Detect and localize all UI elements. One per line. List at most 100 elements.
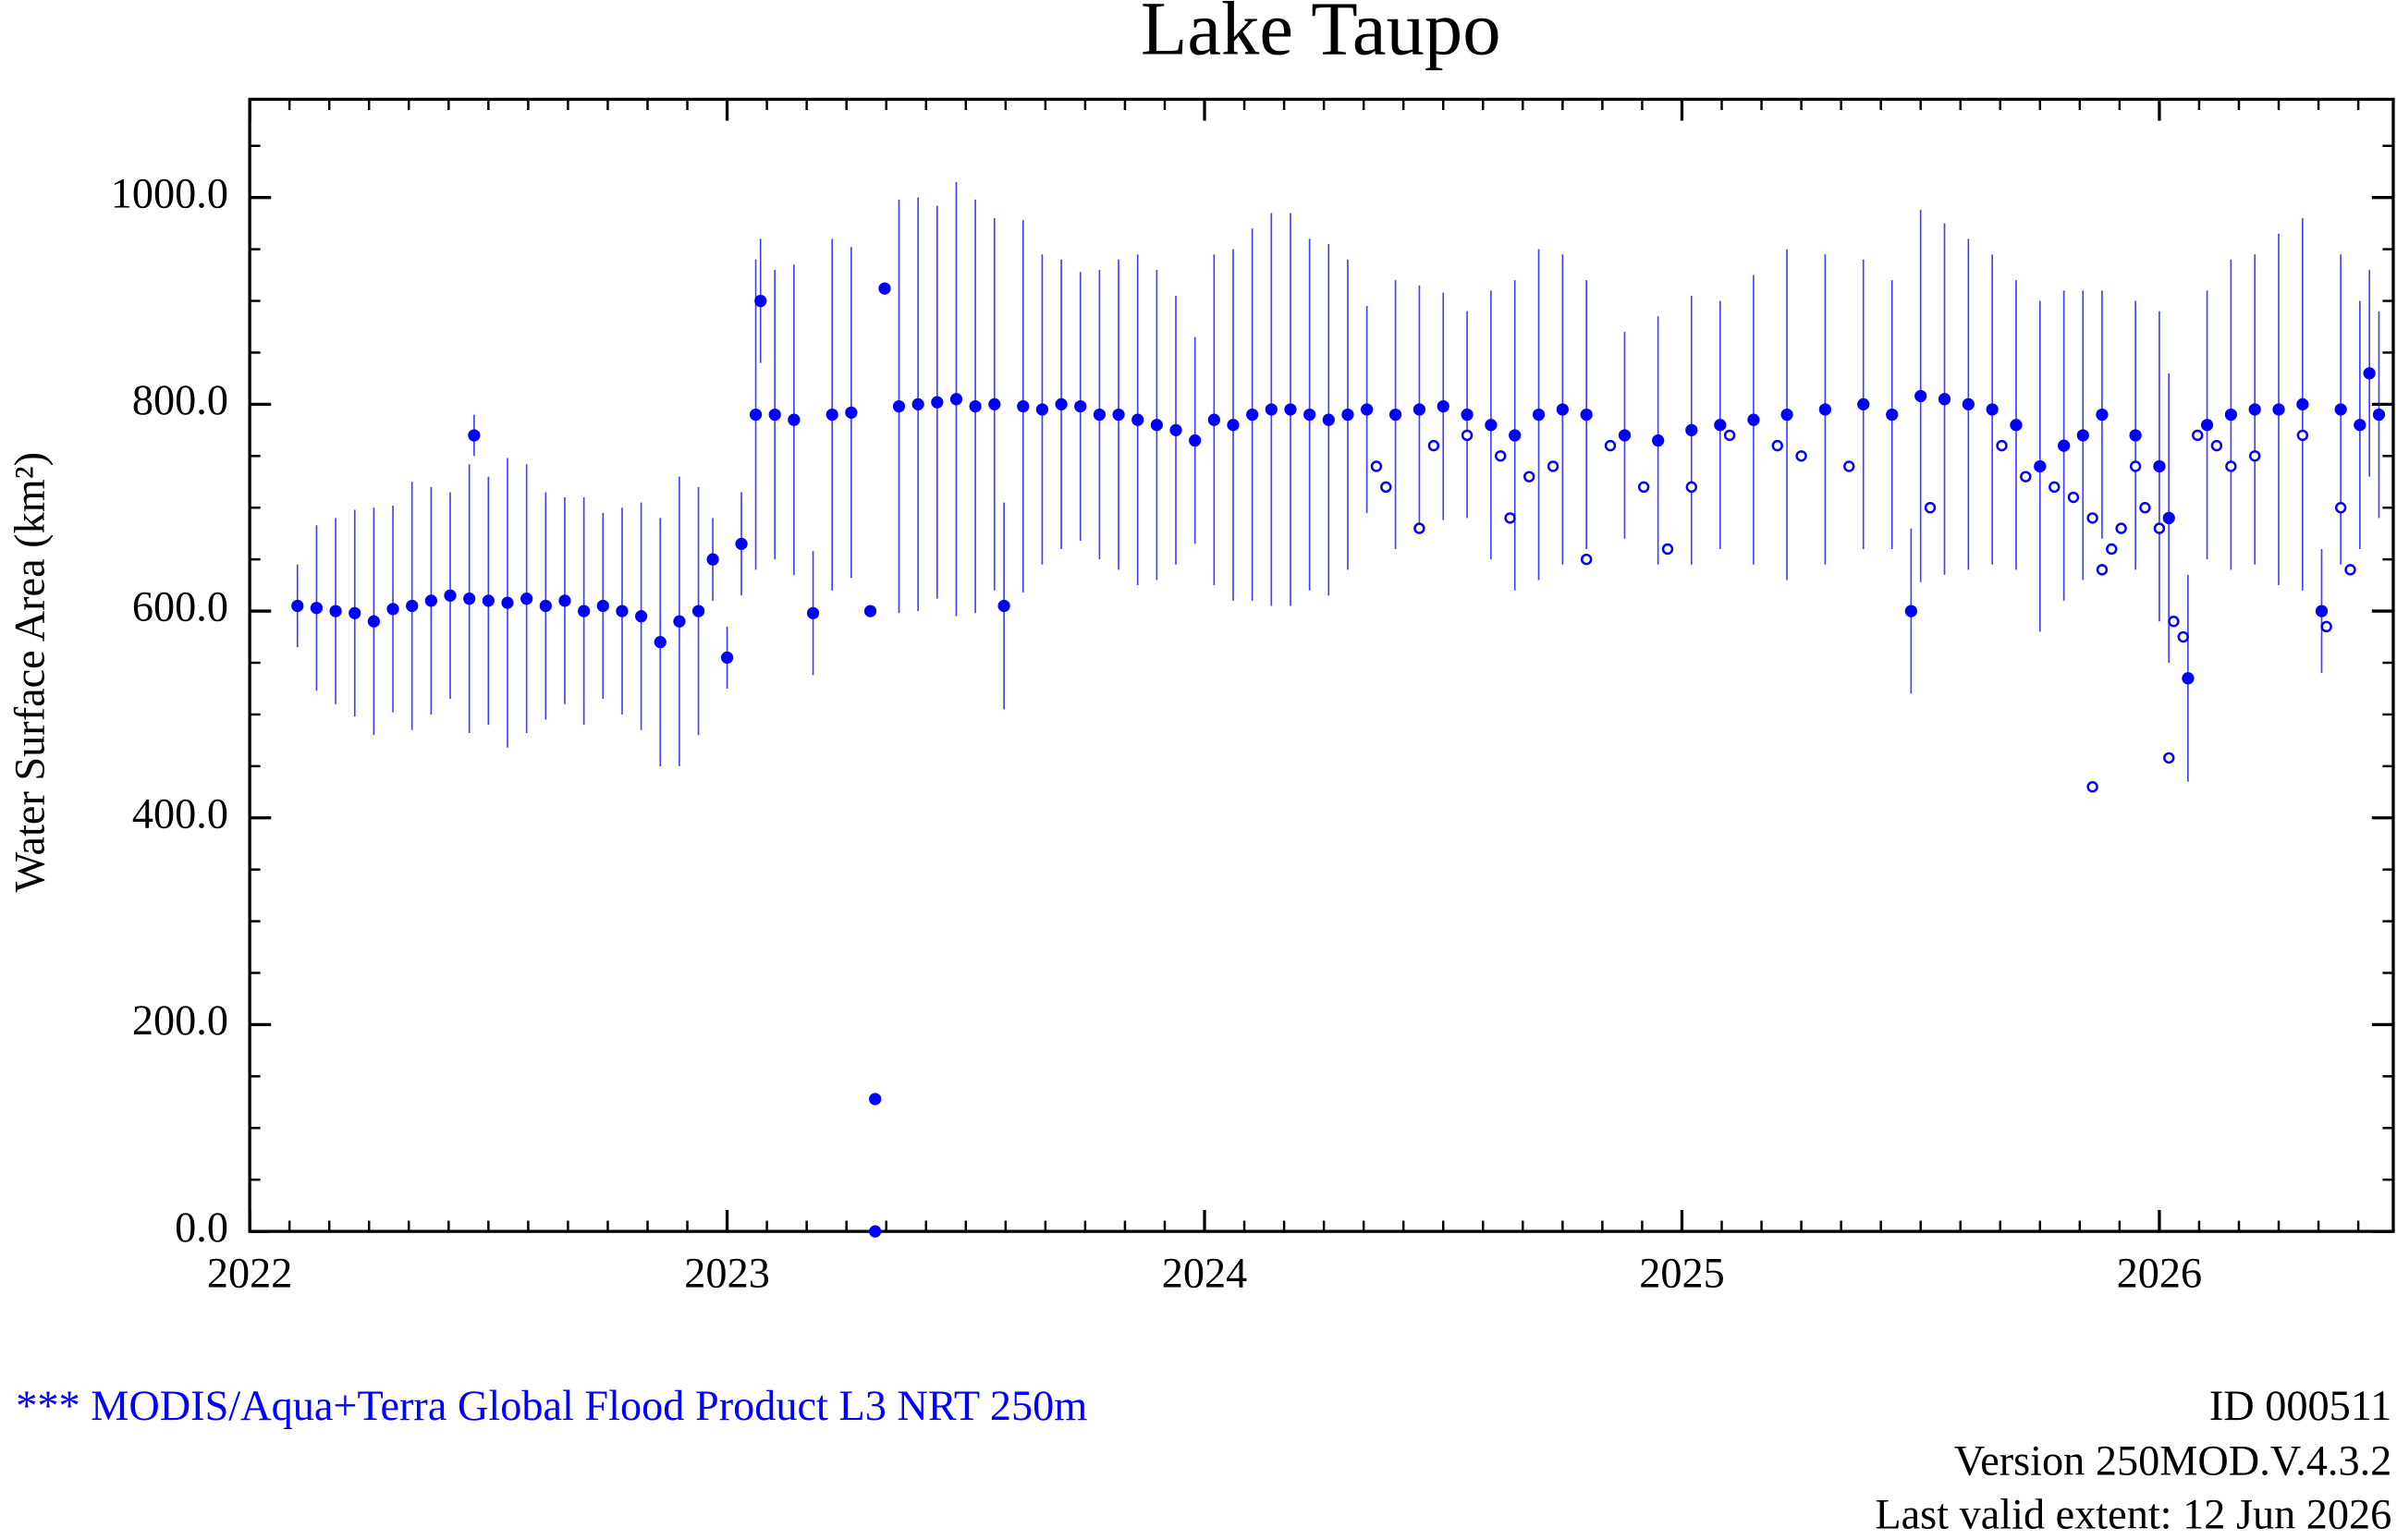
data-point [386,603,399,616]
source-note: *** MODIS/Aqua+Terra Global Flood Produc… [16,1383,1087,1430]
data-point [1771,439,1783,452]
y-tick-label: 600.0 [132,584,228,631]
data-point [578,605,591,617]
data-point [1074,400,1087,413]
data-point [1388,408,1402,422]
data-point [2315,605,2329,617]
data-point [1685,423,1698,436]
data-point [520,593,533,605]
data-point [1303,408,1316,422]
data-point [558,594,571,607]
data-point [1962,397,1975,410]
data-point [2334,403,2347,416]
data-point [2067,491,2080,504]
data-point [1227,419,1240,432]
data-point [1322,413,1335,426]
data-point [1924,502,1937,514]
data-point [310,602,324,615]
data-point [1361,403,1374,416]
data-point [1284,403,1297,416]
data-point [2344,564,2356,576]
data-point [2225,460,2237,472]
data-point [1532,408,1546,422]
data-point [691,605,705,617]
data-point [2249,450,2261,462]
data-point [754,294,767,308]
y-axis-label: Water Surface Area (km²) [7,452,55,892]
data-point [768,408,781,422]
x-tick-label: 2024 [1162,1250,1248,1297]
data-point [1523,471,1535,483]
data-point [878,282,891,295]
data-point [949,393,963,406]
data-point [2076,429,2089,442]
version-note: Version 250MOD.V.4.3.2 [1954,1438,2391,1485]
data-point [788,413,801,426]
data-point [869,1093,882,1106]
data-point [1843,460,1855,472]
data-point [2096,564,2109,576]
data-point [997,599,1010,613]
data-point [654,636,667,649]
data-point [1150,419,1163,432]
data-point [1055,397,1068,410]
data-point [1886,408,1899,422]
data-point [1780,408,1793,422]
data-point [2168,616,2180,628]
data-point [2020,471,2032,483]
data-point [1341,408,1354,422]
data-point [1437,400,1449,413]
chart-title: Lake Taupo [1141,0,1501,71]
data-point [1795,450,1807,462]
data-point [1207,413,1220,426]
data-point [2224,408,2237,422]
data-point [1017,400,1030,413]
y-tick-label: 0.0 [175,1204,228,1252]
data-point [2296,397,2309,410]
data-point [2320,620,2332,633]
data-point [1685,481,1697,494]
data-point [2162,511,2175,525]
data-point [2296,429,2309,442]
data-point [2129,429,2142,442]
data-point [444,589,457,602]
data-point [1509,429,1522,442]
data-point [406,599,419,613]
data-point [1747,413,1760,426]
data-point [2115,522,2127,534]
data-point [1661,543,1674,556]
data-point [1818,403,1832,416]
data-point [911,397,924,410]
data-point [1652,434,1665,447]
data-point [349,606,361,619]
data-point [2010,419,2023,432]
data-point [1618,429,1632,442]
data-point [1914,389,1927,403]
data-point [1370,460,1383,472]
data-point [1413,522,1425,534]
data-point [2163,752,2175,764]
data-point [2139,502,2151,514]
data-point [424,594,437,607]
data-point [1637,481,1650,494]
data-point [2210,439,2223,452]
data-point [2058,439,2071,452]
data-point [1495,450,1507,462]
x-tick-label: 2022 [207,1250,293,1297]
data-point [706,553,719,566]
data-point [468,429,481,442]
y-tick-label: 1000.0 [111,170,228,217]
data-point [539,599,552,613]
data-point [2334,502,2347,514]
data-point [1265,403,1278,416]
data-point [501,596,514,609]
data-point [1035,403,1049,416]
y-tick-label: 200.0 [132,997,228,1045]
x-tick-label: 2023 [684,1250,770,1297]
data-point [2200,419,2214,432]
data-point [1714,419,1727,432]
id-note: ID 000511 [2209,1383,2391,1430]
data-point [673,615,686,628]
x-tick-label: 2026 [2117,1250,2203,1297]
